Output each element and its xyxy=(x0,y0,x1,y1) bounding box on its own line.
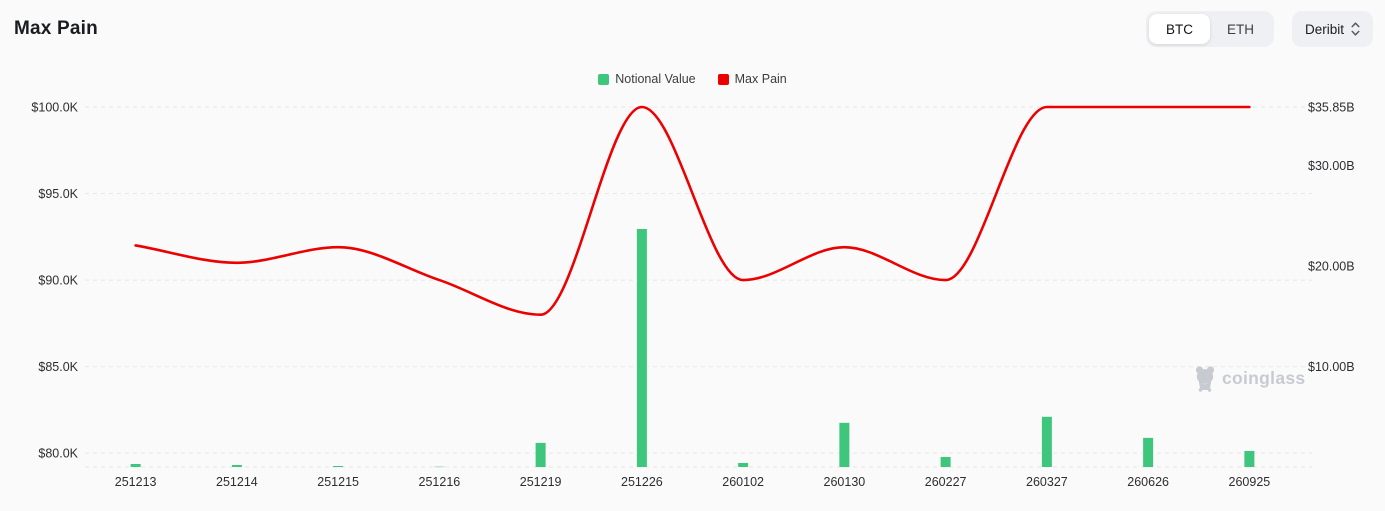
bar-260925 xyxy=(1244,450,1255,467)
svg-text:251226: 251226 xyxy=(621,475,663,489)
svg-text:260626: 260626 xyxy=(1127,475,1169,489)
svg-text:$90.0K: $90.0K xyxy=(38,274,78,288)
page-title: Max Pain xyxy=(14,18,98,39)
chevron-updown-icon xyxy=(1351,22,1360,36)
notional-value-bars xyxy=(130,229,1255,468)
svg-text:$20.00B: $20.00B xyxy=(1308,260,1355,274)
svg-text:251213: 251213 xyxy=(115,475,157,489)
svg-text:251219: 251219 xyxy=(520,475,562,489)
chart-gridlines xyxy=(85,106,1312,468)
coin-toggle-eth[interactable]: ETH xyxy=(1210,14,1271,44)
svg-text:260327: 260327 xyxy=(1026,475,1068,489)
bar-251219 xyxy=(535,442,546,467)
svg-text:$100.0K: $100.0K xyxy=(31,101,78,115)
svg-text:$95.0K: $95.0K xyxy=(38,187,78,201)
coinglass-logo-icon xyxy=(1195,366,1215,392)
legend-swatch-notional-value xyxy=(598,73,610,85)
x-axis-labels: 251213 251214 251215 251216 251219 251226 2601… xyxy=(115,475,1271,489)
bar-251213 xyxy=(130,463,141,467)
svg-text:251214: 251214 xyxy=(216,475,258,489)
svg-text:260925: 260925 xyxy=(1229,475,1271,489)
legend-item-max-pain[interactable]: Max Pain xyxy=(717,72,787,86)
coin-toggle: BTC ETH xyxy=(1145,11,1274,47)
svg-text:$30.00B: $30.00B xyxy=(1308,159,1355,173)
svg-text:260227: 260227 xyxy=(925,475,967,489)
bar-251226 xyxy=(636,229,647,467)
legend-label-notional-value: Notional Value xyxy=(615,72,696,86)
bar-251214 xyxy=(231,464,242,467)
svg-text:260130: 260130 xyxy=(824,475,866,489)
right-axis-labels: $35.85B $30.00B $20.00B $10.00B xyxy=(1308,101,1355,375)
bar-260130 xyxy=(839,422,850,467)
bar-260102 xyxy=(738,462,749,467)
legend-swatch-max-pain xyxy=(717,73,729,85)
header-controls: BTC ETH Deribit xyxy=(1145,11,1373,47)
svg-text:260102: 260102 xyxy=(722,475,764,489)
chart-legend: Notional Value Max Pain xyxy=(0,72,1385,86)
svg-text:251216: 251216 xyxy=(419,475,461,489)
svg-text:$10.00B: $10.00B xyxy=(1308,360,1355,374)
svg-text:$85.0K: $85.0K xyxy=(38,360,78,374)
max-pain-line xyxy=(134,105,1251,316)
exchange-select-value: Deribit xyxy=(1304,21,1344,37)
panel-header: Max Pain BTC ETH Deribit xyxy=(0,0,1385,58)
legend-label-max-pain: Max Pain xyxy=(734,72,787,86)
left-axis-labels: $100.0K $95.0K $90.0K $85.0K $80.0K xyxy=(31,101,78,461)
bar-260626 xyxy=(1143,437,1154,467)
bar-260227 xyxy=(940,456,951,467)
svg-text:$80.0K: $80.0K xyxy=(38,447,78,461)
watermark-text: coinglass xyxy=(1222,368,1306,388)
coin-toggle-btc[interactable]: BTC xyxy=(1148,14,1210,44)
svg-text:251215: 251215 xyxy=(317,475,359,489)
legend-item-notional-value[interactable]: Notional Value xyxy=(598,72,696,86)
bar-260327 xyxy=(1041,416,1052,467)
bar-251215 xyxy=(333,465,344,467)
coinglass-watermark: coinglass xyxy=(1194,365,1305,392)
svg-text:$35.85B: $35.85B xyxy=(1308,101,1355,115)
exchange-select[interactable]: Deribit xyxy=(1291,11,1373,47)
